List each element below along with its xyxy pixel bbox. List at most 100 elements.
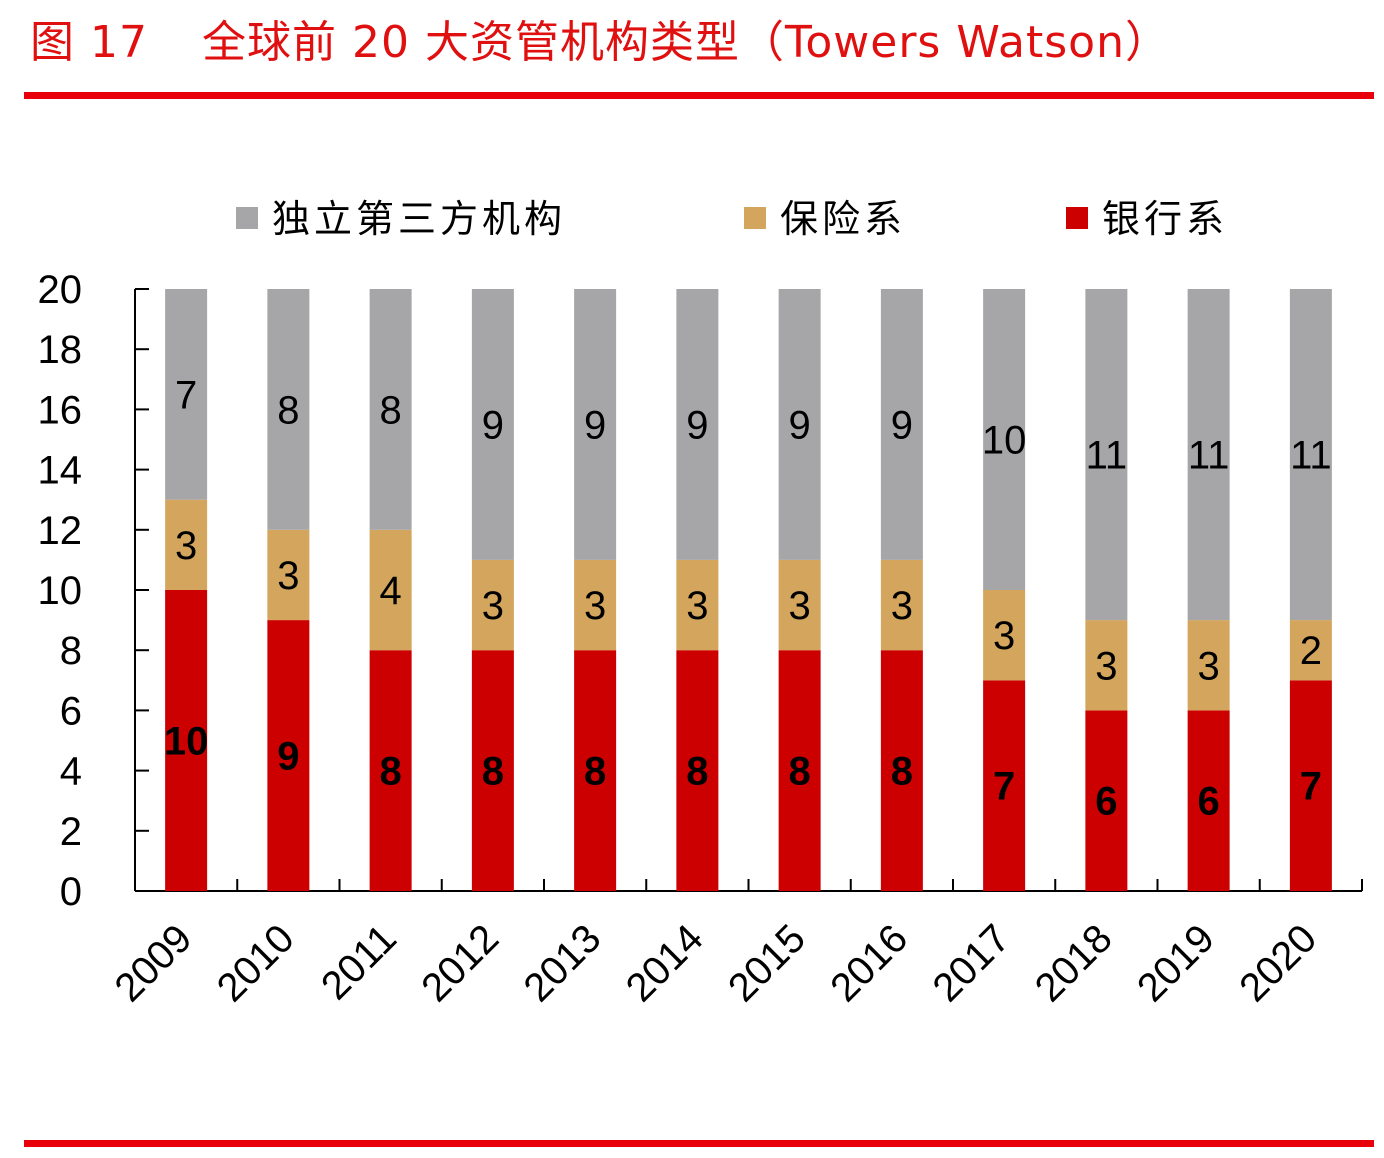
data-label: 10 — [982, 419, 1027, 463]
x-tick-label: 2017 — [924, 916, 1018, 1010]
y-tick-label: 18 — [38, 328, 83, 372]
bar-segment — [267, 620, 310, 891]
data-label: 3 — [482, 584, 504, 628]
data-label: 8 — [277, 388, 299, 432]
bottom-rule — [24, 1140, 1374, 1147]
bar-segment — [1187, 620, 1230, 711]
bar-segment — [369, 529, 412, 651]
bar-segment — [778, 650, 821, 891]
bar-segment — [267, 289, 310, 530]
top-rule — [24, 92, 1374, 99]
legend-swatch — [744, 207, 766, 229]
data-label: 8 — [584, 750, 606, 794]
bar-segment — [983, 289, 1026, 590]
bar-segment — [880, 559, 923, 651]
data-label: 9 — [686, 403, 708, 447]
bar-segment — [1289, 620, 1332, 681]
y-tick-label: 4 — [60, 750, 82, 794]
data-label: 8 — [482, 750, 504, 794]
y-tick-label: 12 — [38, 509, 83, 553]
data-label: 11 — [1086, 434, 1128, 478]
bar-segment — [1187, 710, 1230, 891]
bar-segment — [1085, 620, 1128, 711]
bar-segment — [165, 590, 208, 891]
data-label: 11 — [1290, 434, 1332, 478]
legend-swatch — [1066, 207, 1088, 229]
bar-segment — [165, 289, 208, 500]
bar-segment — [471, 559, 514, 651]
y-tick-label: 10 — [38, 569, 83, 613]
data-label: 7 — [993, 765, 1015, 809]
x-tick-label: 2010 — [209, 916, 303, 1010]
legend-swatch — [236, 207, 258, 229]
x-tick-label: 2018 — [1027, 916, 1121, 1010]
data-label: 8 — [686, 750, 708, 794]
x-tick-label: 2015 — [720, 916, 814, 1010]
y-tick-label: 0 — [60, 870, 82, 914]
x-tick-label: 2016 — [822, 916, 916, 1010]
bar-segment — [471, 650, 514, 891]
legend-label: 保险系 — [780, 197, 906, 241]
data-label: 8 — [891, 750, 913, 794]
bar-segment — [165, 499, 208, 590]
data-label: 8 — [380, 750, 402, 794]
data-label: 3 — [1095, 644, 1117, 688]
bar-segment — [574, 289, 617, 560]
bar-segment — [1085, 289, 1128, 621]
legend-label: 独立第三方机构 — [272, 197, 566, 241]
x-tick-label: 2011 — [313, 916, 405, 1008]
bar-segment — [676, 559, 719, 651]
bar-segment — [574, 650, 617, 891]
bar-segment — [267, 529, 310, 621]
data-label: 3 — [686, 584, 708, 628]
data-label: 11 — [1188, 434, 1230, 478]
bar-segment — [778, 289, 821, 560]
bar-segment — [1289, 680, 1332, 891]
x-tick-label: 2013 — [515, 916, 609, 1010]
bar-segment — [369, 650, 412, 891]
x-tick-label: 2012 — [413, 916, 507, 1010]
data-label: 8 — [380, 388, 402, 432]
bar-segment — [1289, 289, 1332, 621]
data-label: 3 — [789, 584, 811, 628]
bar-segment — [676, 650, 719, 891]
data-label: 7 — [1300, 765, 1322, 809]
data-label: 2 — [1300, 629, 1322, 673]
data-label: 3 — [993, 614, 1015, 658]
x-tick-label: 2020 — [1231, 916, 1325, 1010]
data-label: 9 — [789, 403, 811, 447]
data-label: 9 — [277, 735, 299, 779]
x-tick-label: 2019 — [1129, 916, 1223, 1010]
data-label: 3 — [1198, 644, 1220, 688]
data-label: 3 — [175, 524, 197, 568]
y-tick-label: 6 — [60, 689, 82, 733]
figure-number: 图 17 — [30, 17, 148, 68]
data-label: 9 — [891, 403, 913, 447]
y-tick-label: 14 — [38, 449, 83, 493]
data-label: 10 — [164, 720, 209, 764]
bar-segment — [471, 289, 514, 560]
bar-segment — [1187, 289, 1230, 621]
data-label: 8 — [789, 750, 811, 794]
bar-segment — [983, 590, 1026, 681]
data-label: 9 — [482, 403, 504, 447]
bar-segment — [880, 650, 923, 891]
data-label: 3 — [277, 554, 299, 598]
bar-segment — [1085, 710, 1128, 891]
data-label: 4 — [380, 569, 402, 613]
y-tick-label: 2 — [60, 810, 82, 854]
figure-title-text: 全球前 20 大资管机构类型（Towers Watson） — [201, 17, 1170, 68]
x-tick-label: 2009 — [106, 916, 200, 1010]
data-label: 3 — [891, 584, 913, 628]
data-label: 6 — [1198, 780, 1220, 824]
figure-title: 图 17 全球前 20 大资管机构类型（Towers Watson） — [30, 6, 1170, 70]
y-tick-label: 8 — [60, 629, 82, 673]
bar-segment — [778, 559, 821, 651]
bar-segment — [574, 559, 617, 651]
data-label: 3 — [584, 584, 606, 628]
bar-segment — [983, 680, 1026, 891]
data-label: 9 — [584, 403, 606, 447]
bar-segment — [369, 289, 412, 530]
data-label: 7 — [175, 373, 197, 417]
